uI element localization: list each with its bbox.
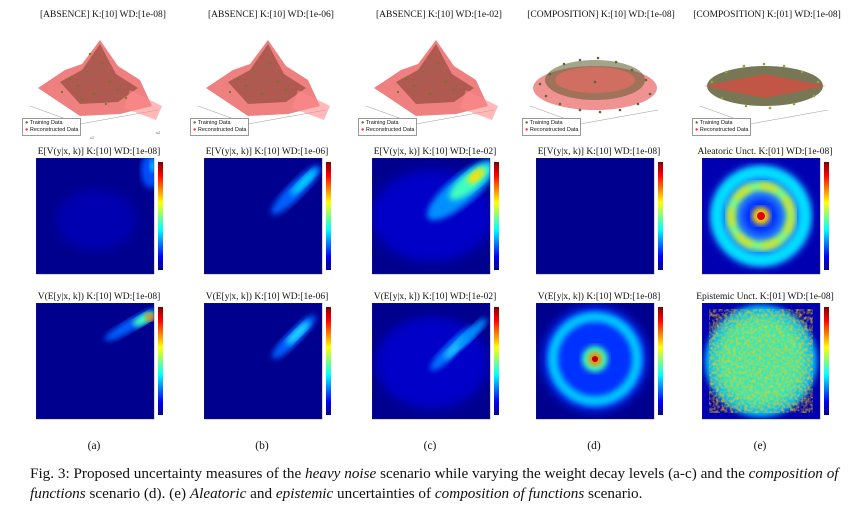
surface-title-a: [ABSENCE] K:[10] WD:[1e-08] — [40, 10, 166, 20]
legend-reconstructed-label: Reconstructed Data — [197, 127, 247, 133]
caption-text: Fig. 3: Proposed uncertainty measures of… — [30, 465, 306, 482]
caption-emphasis: heavy noise — [305, 465, 377, 482]
subfigure-label-c: (c) — [423, 440, 437, 452]
mid-title-e: Aleatoric Unct. K:[01] WD:[1e-08] — [697, 147, 833, 157]
heatmap-mid-a — [36, 158, 163, 275]
bot-title-c: V(E[y|x, k]) K:[10] WD:[1e-02] — [373, 292, 497, 302]
surface-title-e: [COMPOSITION] K:[01] WD:[1e-08] — [693, 10, 841, 20]
bot-title-d: V(E[y|x, k]) K:[10] WD:[1e-08] — [537, 292, 661, 302]
caption-text: scenario while varying the weight decay … — [376, 465, 749, 482]
heatmap-bot-a — [36, 303, 163, 420]
surface-title-d: [COMPOSITION] K:[10] WD:[1e-08] — [527, 10, 675, 20]
legend-d: ● Training Data ● Reconstructed Data — [522, 118, 582, 136]
bot-title-a: V(E[y|x, k]) K:[10] WD:[1e-08] — [37, 292, 161, 302]
heatmap-bot-c — [372, 303, 499, 420]
legend-training-label: Training Data — [365, 120, 399, 126]
legend-reconstructed-label: Reconstructed Data — [365, 127, 415, 133]
surface-plot-c — [365, 40, 498, 125]
mid-title-d: E[V(y|x, k)] K:[10] WD:[1e-08] — [537, 147, 661, 157]
legend-a: ● Training Data ● Reconstructed Data — [22, 118, 82, 136]
legend-e: ● Training Data ● Reconstructed Data — [692, 118, 752, 136]
surface-plot-d — [529, 56, 659, 125]
surface-plot-e — [699, 62, 829, 125]
svg-text:x2: x2 — [156, 130, 160, 135]
mid-title-c: E[V(y|x, k)] K:[10] WD:[1e-02] — [373, 147, 497, 157]
heatmap-mid-e — [702, 158, 829, 275]
heatmap-mid-b — [204, 158, 331, 275]
caption-text: uncertainties of — [333, 485, 435, 502]
caption-emphasis: epistemic — [275, 485, 334, 502]
legend-c: ● Training Data ● Reconstructed Data — [358, 118, 418, 136]
legend-reconstructed-label: Reconstructed Data — [29, 127, 79, 133]
caption-text: and — [246, 485, 276, 502]
caption-text: scenario (d). (e) — [85, 485, 190, 502]
legend-reconstructed-label: Reconstructed Data — [529, 127, 579, 133]
mid-title-a: E[V(y|x, k)] K:[10] WD:[1e-08] — [37, 147, 161, 157]
legend-training-label: Training Data — [529, 120, 563, 126]
subfigure-label-d: (d) — [587, 440, 601, 452]
heatmap-bot-b — [204, 303, 331, 420]
surface-title-c: [ABSENCE] K:[10] WD:[1e-02] — [376, 10, 502, 20]
caption-text: scenario. — [584, 485, 643, 502]
caption-emphasis: Aleatoric — [189, 485, 247, 502]
subfigure-label-e: (e) — [753, 440, 767, 452]
heatmap-mid-c — [372, 158, 499, 275]
bot-title-b: V(E[y|x, k]) K:[10] WD:[1e-06] — [205, 292, 329, 302]
svg-text:x1: x1 — [90, 135, 94, 140]
bot-title-e: Epistemic Unct. K:[01] WD:[1e-08] — [696, 292, 834, 302]
surface-plot-a: x2 x1 — [29, 40, 162, 140]
subfigure-label-a: (a) — [87, 440, 101, 452]
figure-caption: Fig. 3: Proposed uncertainty measures of… — [30, 464, 850, 504]
caption-emphasis: composition of functions — [30, 465, 839, 502]
legend-training-label: Training Data — [29, 120, 63, 126]
legend-b: ● Training Data ● Reconstructed Data — [190, 118, 250, 136]
legend-training-label: Training Data — [699, 120, 733, 126]
heatmap-mid-d — [536, 158, 663, 275]
surface-title-b: [ABSENCE] K:[10] WD:[1e-06] — [208, 10, 334, 20]
subfigure-label-b: (b) — [255, 440, 269, 452]
heatmap-bot-e — [702, 303, 829, 420]
legend-reconstructed-label: Reconstructed Data — [699, 127, 749, 133]
caption-emphasis: composition of functions — [434, 485, 585, 502]
legend-training-label: Training Data — [197, 120, 231, 126]
heatmap-bot-d — [536, 303, 663, 420]
mid-title-b: E[V(y|x, k)] K:[10] WD:[1e-06] — [205, 147, 329, 157]
surface-plot-b — [197, 40, 330, 125]
